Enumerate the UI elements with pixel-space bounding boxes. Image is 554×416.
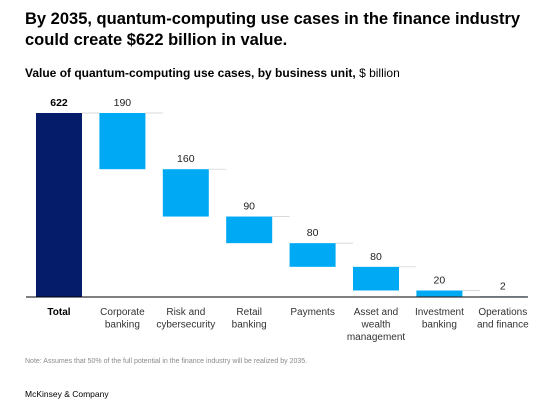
footnote: Note: Assumes that 50% of the full poten… (25, 358, 308, 365)
source-credit: McKinsey & Company (25, 389, 109, 399)
waterfall-bar (162, 169, 209, 217)
waterfall-bar (289, 243, 336, 267)
category-label: Retail banking (232, 307, 267, 331)
value-label: 622 (50, 97, 68, 109)
value-label: 2 (500, 280, 506, 292)
category-label: Asset and wealth management (347, 307, 406, 343)
waterfall-bar (353, 266, 399, 291)
category-label: Operations and finance (477, 307, 529, 331)
total-bar (36, 113, 82, 297)
value-label: 160 (177, 153, 195, 165)
subtitle-bold: Value of quantum-computing use cases, by… (25, 66, 356, 80)
category-label: Risk and cybersecurity (156, 307, 215, 331)
value-label: 80 (307, 227, 319, 239)
chart-subtitle: Value of quantum-computing use cases, by… (25, 66, 545, 81)
category-label: Corporate banking (100, 307, 145, 331)
subtitle-unit: $ billion (355, 66, 400, 80)
value-label: 90 (243, 201, 255, 213)
category-label: Payments (290, 307, 334, 318)
chart-title: By 2035, quantum-computing use cases in … (25, 10, 521, 49)
waterfall-bar (99, 113, 146, 170)
value-label: 20 (434, 274, 446, 286)
category-label: Investment banking (415, 307, 464, 331)
value-label: 190 (114, 97, 132, 109)
waterfall-bar (416, 290, 463, 297)
category-label: Total (47, 307, 70, 318)
value-label: 80 (370, 251, 382, 263)
waterfall-bar (226, 216, 273, 244)
